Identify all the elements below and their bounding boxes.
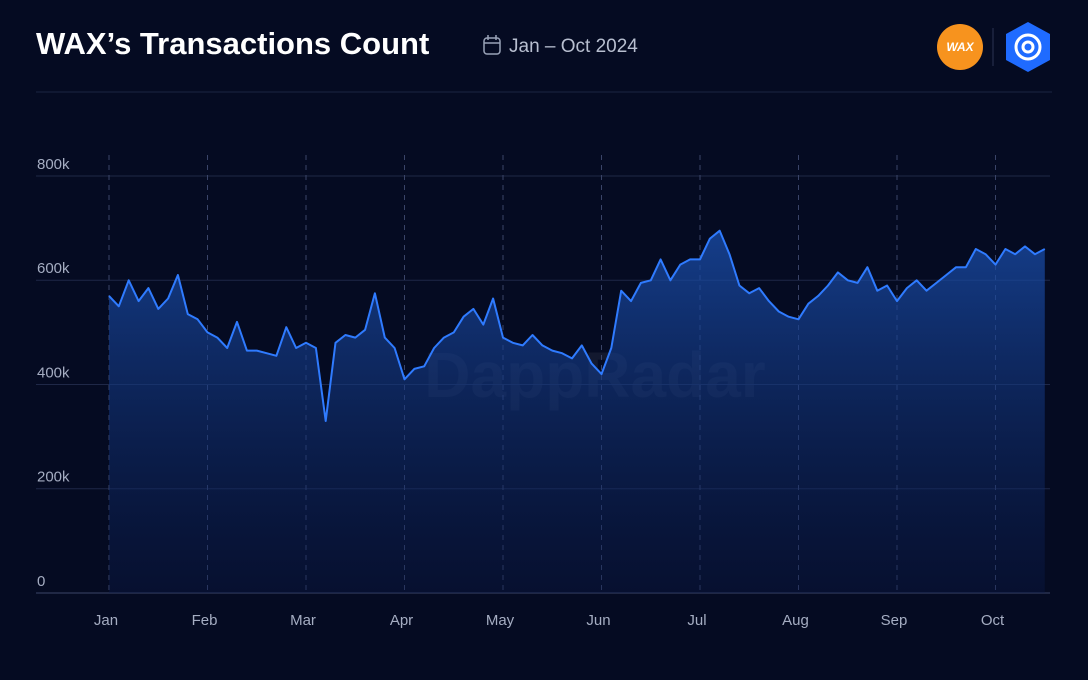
dappradar-logo xyxy=(1006,22,1050,72)
x-tick-label: Jun xyxy=(586,612,610,629)
x-tick-label: Oct xyxy=(981,612,1005,629)
y-tick-label: 600k xyxy=(37,260,70,277)
x-tick-label: Aug xyxy=(782,612,809,629)
x-tick-label: Jul xyxy=(687,612,706,629)
area xyxy=(109,230,1045,593)
x-tick-label: May xyxy=(486,612,515,629)
x-tick-label: Sep xyxy=(881,612,908,629)
y-tick-label: 400k xyxy=(37,364,70,381)
x-tick-label: Feb xyxy=(192,612,218,629)
x-tick-label: Mar xyxy=(290,612,316,629)
calendar-icon xyxy=(483,35,501,55)
y-tick-label: 200k xyxy=(37,469,70,486)
line xyxy=(108,229,1046,422)
y-tick-label: 800k xyxy=(37,156,70,173)
wax-logo-text: WAX xyxy=(946,40,974,54)
chart-subtitle: Jan – Oct 2024 xyxy=(509,36,638,57)
wax-logo xyxy=(937,24,983,70)
y-tick-label: 0 xyxy=(37,573,45,590)
chart-title: WAX’s Transactions Count xyxy=(36,26,429,61)
x-tick-label: Apr xyxy=(390,612,413,629)
x-tick-label: Jan xyxy=(94,612,118,629)
